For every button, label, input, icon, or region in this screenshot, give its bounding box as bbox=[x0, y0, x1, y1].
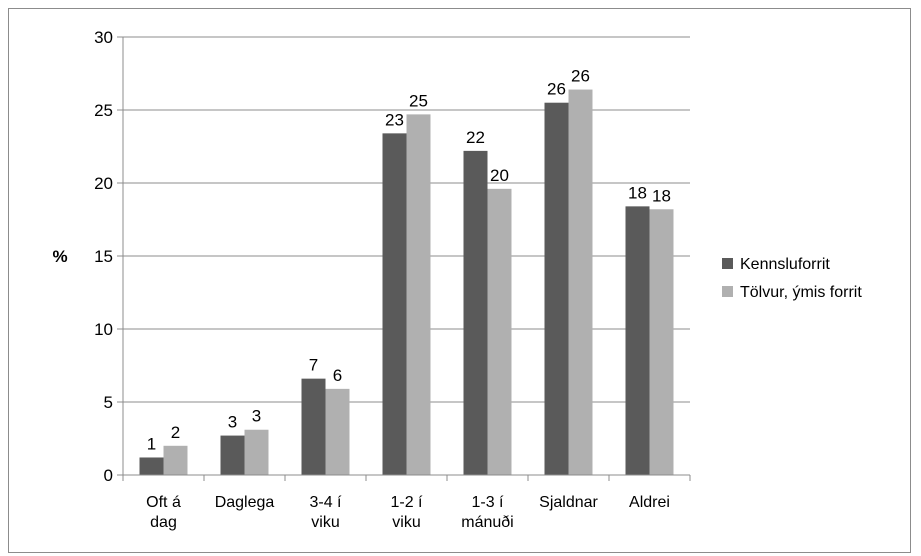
bar bbox=[568, 89, 593, 475]
data-label: 26 bbox=[547, 80, 566, 99]
bar bbox=[382, 133, 407, 476]
bar bbox=[220, 435, 245, 475]
bar bbox=[649, 209, 674, 475]
bar bbox=[139, 457, 164, 475]
data-label: 26 bbox=[571, 67, 590, 86]
x-axis: Oft á dag Daglega 3-4 í viku 1-2 í viku 1-3 í má… bbox=[122, 474, 691, 531]
legend-label: Kennsluforrit bbox=[740, 256, 830, 273]
data-label: 20 bbox=[490, 166, 509, 185]
data-label: 2 bbox=[171, 423, 180, 442]
bar bbox=[406, 114, 431, 475]
data-label: 1 bbox=[147, 434, 156, 453]
y-tick-label: 0 bbox=[104, 466, 113, 485]
y-axis: 0 5 10 15 20 25 30% bbox=[52, 28, 124, 485]
data-label: 7 bbox=[309, 356, 318, 375]
y-axis-label: % bbox=[52, 247, 67, 266]
x-tick-label: Oft á dag bbox=[146, 494, 181, 531]
bar bbox=[463, 150, 488, 475]
y-tick-label: 15 bbox=[94, 247, 113, 266]
y-tick-label: 30 bbox=[94, 28, 113, 47]
x-tick-label: Sjaldnar bbox=[539, 494, 598, 511]
x-tick-label: Daglega bbox=[215, 494, 275, 511]
data-label: 22 bbox=[466, 128, 485, 147]
bar bbox=[544, 102, 569, 475]
bar bbox=[244, 429, 269, 475]
bar bbox=[163, 445, 188, 475]
data-label: 25 bbox=[409, 91, 428, 110]
bar bbox=[625, 206, 650, 476]
y-tick-label: 25 bbox=[94, 101, 113, 120]
x-tick-label: 1-2 í viku bbox=[390, 494, 423, 531]
x-tick-label: Aldrei bbox=[629, 494, 670, 511]
x-tick-label: 1-3 í mánuði bbox=[461, 494, 513, 531]
data-label: 3 bbox=[228, 413, 237, 432]
bars bbox=[139, 89, 674, 476]
y-tick-label: 20 bbox=[94, 174, 113, 193]
data-label: 18 bbox=[652, 186, 671, 205]
bar bbox=[301, 378, 326, 475]
legend-label: Tölvur, ýmis forrit bbox=[740, 284, 862, 301]
x-tick-label: 3-4 í viku bbox=[309, 494, 342, 531]
gridlines bbox=[123, 36, 690, 403]
legend-swatch bbox=[722, 258, 733, 269]
data-label: 6 bbox=[333, 366, 342, 385]
legend-swatch bbox=[722, 286, 733, 297]
y-tick-label: 5 bbox=[104, 393, 113, 412]
bar bbox=[487, 188, 512, 475]
bar bbox=[325, 388, 350, 475]
data-label: 18 bbox=[628, 183, 647, 202]
y-tick-label: 10 bbox=[94, 320, 113, 339]
legend: Kennsluforrit Tölvur, ýmis forrit bbox=[722, 256, 862, 301]
data-label: 3 bbox=[252, 407, 261, 426]
data-label: 23 bbox=[385, 110, 404, 129]
